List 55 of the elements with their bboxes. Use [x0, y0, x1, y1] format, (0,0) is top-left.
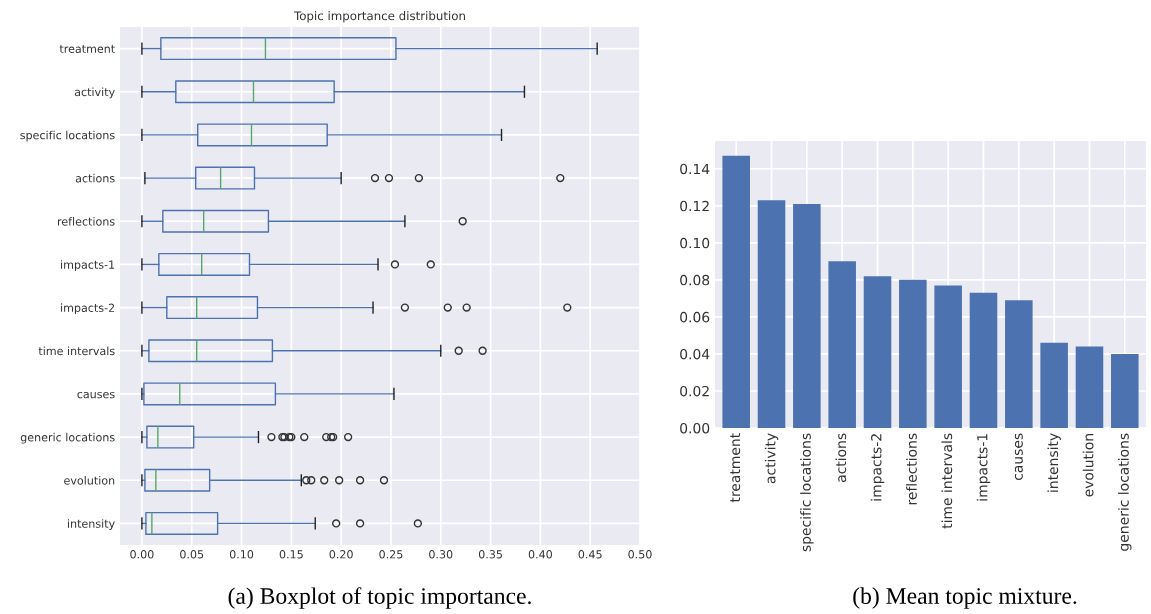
y-tick-label: intensity	[68, 519, 115, 530]
x-tick-label: intensity	[1047, 433, 1061, 492]
x-tick-label: 0.15	[279, 550, 303, 559]
x-tick-label: 0.00	[130, 550, 154, 559]
y-tick-label: impacts-2	[61, 303, 115, 315]
x-tick-label: generic locations	[1118, 433, 1132, 551]
y-tick-label: 0.00	[680, 422, 710, 434]
y-tick-label: specific locations	[20, 130, 115, 142]
x-tick-label: impacts-2	[870, 434, 885, 501]
x-tick-label: 0.10	[229, 550, 254, 559]
bar	[828, 261, 856, 428]
bar	[1075, 346, 1104, 428]
y-tick-label: reflections	[57, 217, 115, 226]
x-tick-label: 0.25	[379, 550, 403, 559]
y-tick-label: actions	[75, 173, 115, 183]
x-tick-label: actions	[835, 433, 847, 483]
x-tick-label: 0.20	[329, 550, 353, 559]
y-tick-label: 0.02	[680, 385, 709, 397]
bar	[1111, 353, 1139, 428]
x-tick-label: evolution	[1082, 434, 1094, 497]
y-tick-label: activity	[74, 87, 115, 99]
x-tick-label: causes	[1014, 433, 1023, 481]
y-tick-label: 0.12	[680, 200, 709, 212]
text: (b) Mean topic mixture.	[853, 587, 1077, 609]
y-tick-label: 0.04	[680, 348, 710, 360]
bar	[969, 292, 998, 428]
y-tick-label: 0.06	[680, 311, 710, 323]
x-tick-label: specific locations	[800, 433, 814, 552]
chart-title: Topic importance distribution	[294, 11, 465, 23]
x-tick-label: 0.30	[429, 550, 453, 559]
y-tick-label: time intervals	[38, 346, 115, 356]
bar	[757, 200, 786, 428]
x-tick-label: activity	[764, 433, 779, 484]
y-tick-label: impacts-1	[61, 260, 115, 271]
y-tick-label: 0.10	[680, 237, 710, 249]
y-tick-label: treatment	[59, 45, 115, 53]
bar	[1005, 300, 1033, 428]
x-tick-label: impacts-1	[976, 434, 991, 501]
x-tick-label: 0.35	[478, 550, 502, 559]
x-tick-label: time intervals	[941, 433, 953, 529]
bar	[793, 203, 821, 428]
bar	[863, 276, 892, 428]
x-tick-label: 0.05	[180, 550, 204, 559]
bar	[722, 155, 750, 428]
y-tick-label: causes	[77, 391, 115, 399]
y-tick-label: 0.14	[680, 163, 710, 175]
bar	[1040, 342, 1068, 428]
x-tick-label: 0.50	[628, 550, 652, 559]
x-tick-label: 0.45	[578, 550, 602, 559]
bar	[899, 279, 927, 428]
y-tick-label: 0.08	[680, 274, 710, 286]
x-tick-label: reflections	[906, 433, 917, 505]
text: (a) Boxplot of topic importance.	[228, 587, 531, 609]
x-tick-label: 0.40	[528, 550, 553, 559]
bar	[934, 285, 962, 428]
